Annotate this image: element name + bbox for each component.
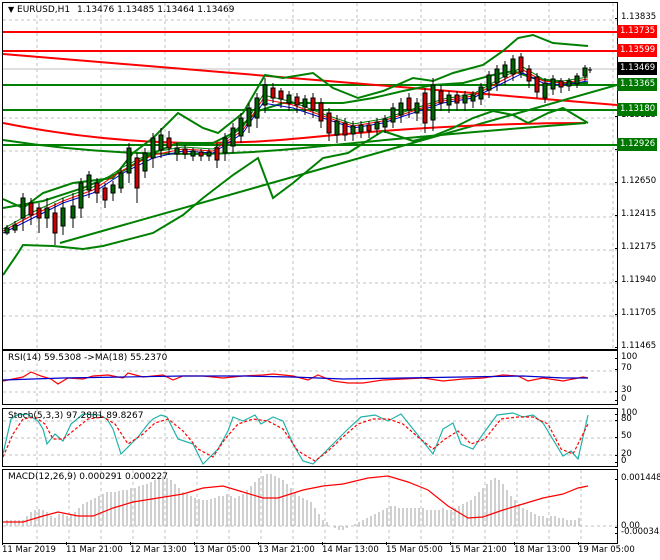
time-label: 11 Mar 21:00 (66, 542, 123, 555)
stoch-tick: 100 (614, 408, 637, 418)
time-label: 13 Mar 05:00 (194, 542, 251, 555)
macd-tick: -0.000342 (615, 527, 660, 537)
time-label: 11 Mar 2019 (2, 542, 56, 555)
symbol-label: EURUSD,H1 (17, 5, 71, 15)
stochastic-canvas (3, 409, 617, 466)
stochastic-title: Stoch(5,3,3) 97.2881 89.8267 (8, 411, 144, 421)
ohlc-values: 1.13476 1.13485 1.13464 1.13469 (77, 5, 235, 15)
current-price-tag: 1.13469 (617, 62, 657, 75)
price-chart-canvas (3, 3, 617, 349)
rsi-axis: 100 70 30 0 (614, 350, 660, 405)
price-tick: 1.12415 (614, 209, 656, 219)
price-tick: 1.11940 (614, 275, 656, 285)
price-tick: 1.12650 (614, 176, 656, 186)
rsi-tick: 30 (615, 385, 632, 395)
rsi-tick: 0 (614, 394, 626, 404)
rsi-canvas (3, 351, 617, 404)
level-tag-support-2: 1.13180 (617, 103, 657, 116)
rsi-pane[interactable]: RSI(14) 59.5308 ->MA(18) 55.2370 (2, 350, 618, 405)
macd-canvas (3, 470, 617, 543)
macd-tick: 0.00 (615, 521, 640, 531)
time-label: 15 Mar 05:00 (386, 542, 443, 555)
time-label: 13 Mar 21:00 (258, 542, 315, 555)
triangle-down-icon[interactable]: ▼ (8, 5, 15, 14)
level-tag-support-1: 1.13365 (617, 78, 657, 91)
time-label: 19 Mar 05:00 (578, 542, 635, 555)
level-tag-resistance-2: 1.13599 (617, 44, 657, 57)
price-axis[interactable]: 1.13835 1.13125 1.12890 1.12650 1.12415 … (614, 0, 660, 351)
stochastic-pane[interactable]: Stoch(5,3,3) 97.2881 89.8267 (2, 408, 618, 467)
stoch-tick: 20 (615, 449, 632, 459)
price-tick: 1.13835 (614, 12, 656, 22)
time-label: 12 Mar 13:00 (130, 542, 187, 555)
level-tag-resistance-1: 1.13735 (617, 25, 657, 38)
stochastic-axis: 100 80 50 20 0 (614, 406, 660, 466)
price-chart-pane[interactable]: ▼ EURUSD,H1 1.13476 1.13485 1.13464 1.13… (2, 2, 618, 350)
time-label: 14 Mar 13:00 (322, 542, 379, 555)
stoch-tick: 80 (615, 414, 632, 424)
symbol-header[interactable]: ▼ EURUSD,H1 1.13476 1.13485 1.13464 1.13… (8, 5, 234, 15)
macd-tick: 0.001448 (615, 473, 660, 483)
rsi-title: RSI(14) 59.5308 ->MA(18) 55.2370 (8, 353, 168, 363)
macd-axis: 0.001448 0.00 -0.000342 (615, 469, 660, 544)
price-tick: 1.12175 (614, 242, 656, 252)
time-axis[interactable]: 11 Mar 2019 11 Mar 21:00 12 Mar 13:00 13… (2, 542, 635, 559)
macd-title: MACD(12,26,9) 0.000291 0.000227 (8, 472, 168, 482)
price-tick: 1.11705 (614, 308, 656, 318)
time-label: 18 Mar 13:00 (514, 542, 571, 555)
stoch-tick: 50 (615, 431, 632, 441)
price-tick: 1.11465 (614, 341, 656, 351)
time-label: 15 Mar 21:00 (450, 542, 507, 555)
level-tag-support-3: 1.12926 (617, 138, 657, 151)
stoch-tick: 0 (614, 456, 626, 466)
rsi-tick: 70 (615, 363, 632, 373)
macd-pane[interactable]: MACD(12,26,9) 0.000291 0.000227 (2, 469, 618, 544)
rsi-tick: 100 (614, 352, 637, 362)
macd-histogram (6, 474, 580, 530)
